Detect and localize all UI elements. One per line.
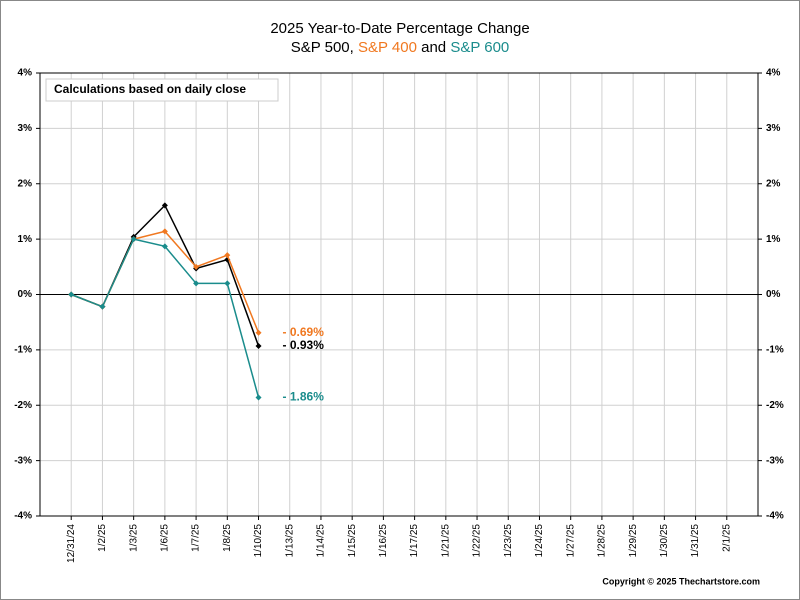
y-tick-label: -4% xyxy=(14,511,32,522)
point xyxy=(99,303,106,310)
point xyxy=(68,291,75,298)
x-tick-label: 1/16/25 xyxy=(378,524,389,558)
x-tick-label: 1/7/25 xyxy=(191,524,202,552)
x-tick-label: 1/2/25 xyxy=(97,524,108,552)
x-tick-label: 12/31/24 xyxy=(66,524,77,563)
legend-entry: S&P 400 xyxy=(358,39,417,56)
data-label: - 0.93% xyxy=(283,338,325,352)
y2-tick-label: 3% xyxy=(766,123,781,134)
credit: Copyright © 2025 Thechartstore.com xyxy=(602,576,760,586)
y-tick-label: 2% xyxy=(18,178,33,189)
point xyxy=(161,243,168,250)
x-tick-label: 1/6/25 xyxy=(160,524,171,552)
y-tick-label: -1% xyxy=(14,345,32,356)
y-tick-label: 4% xyxy=(18,68,33,79)
x-tick-label: 1/24/25 xyxy=(534,524,545,558)
y2-tick-label: -2% xyxy=(766,400,784,411)
y2-tick-label: -1% xyxy=(766,345,784,356)
x-tick-label: 1/31/25 xyxy=(690,524,701,558)
x-tick-label: 1/15/25 xyxy=(347,524,358,558)
y-tick-label: 0% xyxy=(18,289,33,300)
point xyxy=(161,202,168,209)
x-tick-label: 1/30/25 xyxy=(659,524,670,558)
y-tick-label: -3% xyxy=(14,455,32,466)
plot-area xyxy=(39,72,759,517)
x-tick-label: 1/29/25 xyxy=(628,524,639,558)
x-tick-label: 1/10/25 xyxy=(253,524,264,558)
x-tick-label: 1/23/25 xyxy=(503,524,514,558)
legend-entry: S&P 500 xyxy=(291,39,350,56)
x-tick-label: 1/3/25 xyxy=(128,524,139,552)
point xyxy=(193,280,200,287)
x-tick-label: 1/13/25 xyxy=(284,524,295,558)
x-tick-label: 1/17/25 xyxy=(409,524,420,558)
x-tick-label: 1/28/25 xyxy=(597,524,608,558)
x-tick-label: 1/27/25 xyxy=(565,524,576,558)
x-tick-label: 1/8/25 xyxy=(222,524,233,552)
point xyxy=(255,394,262,401)
y2-tick-label: -3% xyxy=(766,455,784,466)
y2-tick-label: 2% xyxy=(766,178,781,189)
point xyxy=(193,263,200,270)
x-tick-label: 1/14/25 xyxy=(316,524,327,558)
data-label: - 1.86% xyxy=(283,390,325,404)
point xyxy=(255,329,262,336)
point xyxy=(130,236,137,243)
point xyxy=(161,228,168,235)
y-tick-label: 1% xyxy=(18,234,33,245)
chart-title: 2025 Year-to-Date Percentage Change xyxy=(270,20,529,37)
y2-tick-label: 0% xyxy=(766,289,781,300)
point xyxy=(224,280,231,287)
x-tick-label: 2/1/25 xyxy=(721,524,732,552)
point xyxy=(255,342,262,349)
y2-tick-label: 1% xyxy=(766,234,781,245)
annotation: Calculations based on daily close xyxy=(54,82,246,96)
point xyxy=(224,252,231,259)
y-tick-label: -2% xyxy=(14,400,32,411)
y2-tick-label: 4% xyxy=(766,68,781,79)
y2-tick-label: -4% xyxy=(766,511,784,522)
y-tick-label: 3% xyxy=(18,123,33,134)
chart-subtitle: S&P 500, S&P 400 and S&P 600 xyxy=(291,39,510,56)
legend-separator: and xyxy=(417,39,450,56)
legend-separator: , xyxy=(350,39,358,56)
x-tick-label: 1/22/25 xyxy=(472,524,483,558)
data-label: - 0.69% xyxy=(283,325,325,339)
legend-entry: S&P 600 xyxy=(450,39,509,56)
x-tick-label: 1/21/25 xyxy=(440,524,451,558)
annotation-box xyxy=(45,78,279,102)
